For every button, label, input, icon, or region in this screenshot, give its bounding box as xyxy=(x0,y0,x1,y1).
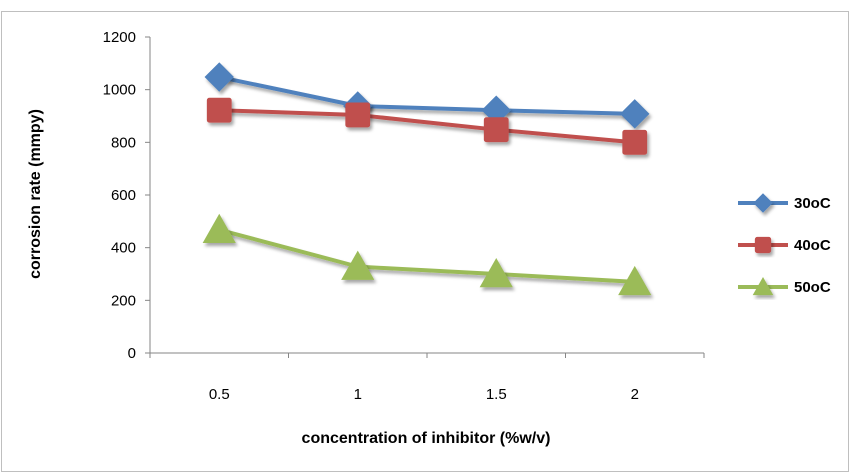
x-tick-label: 1.5 xyxy=(486,386,507,403)
legend-label: 40oC xyxy=(794,237,831,254)
data-point xyxy=(202,213,236,244)
y-tick-label: 400 xyxy=(111,240,136,257)
y-tick-label: 0 xyxy=(128,345,136,362)
y-tick-label: 200 xyxy=(111,292,136,309)
x-axis-title: concentration of inhibitor (%w/v) xyxy=(302,430,551,447)
legend: 30oC 40oC 50oC xyxy=(738,193,831,296)
y-tick-label: 1000 xyxy=(103,82,136,99)
legend-marker xyxy=(754,236,772,254)
legend-marker xyxy=(753,193,773,213)
series-line xyxy=(218,75,635,116)
series-line xyxy=(218,227,635,284)
y-axis-title: corrosion rate (mmpy) xyxy=(27,109,44,279)
x-tick-label: 0.5 xyxy=(209,386,230,403)
series-layer xyxy=(202,62,652,296)
data-point xyxy=(620,99,650,129)
series-2 xyxy=(206,97,648,155)
data-point xyxy=(479,257,513,288)
legend-label: 30oC xyxy=(794,195,831,212)
data-point xyxy=(341,250,375,280)
x-axis: 0.5 1 1.5 2 xyxy=(149,352,705,403)
x-tick-label: 2 xyxy=(631,386,639,403)
y-tick-label: 1200 xyxy=(103,29,136,46)
series-3 xyxy=(202,213,652,296)
y-tick-label: 800 xyxy=(111,134,136,151)
legend-item: 50oC xyxy=(738,276,831,296)
series-line xyxy=(219,108,635,145)
legend-label: 50oC xyxy=(794,279,831,296)
chart-frame xyxy=(1,11,849,472)
data-point xyxy=(618,265,652,296)
y-axis: 0 200 400 600 800 1000 1200 xyxy=(103,29,151,362)
legend-item: 40oC xyxy=(738,236,831,254)
legend-marker xyxy=(752,276,774,296)
series-1 xyxy=(204,62,650,129)
data-point xyxy=(483,117,509,143)
data-point xyxy=(204,62,234,92)
legend-item: 30oC xyxy=(738,193,831,213)
x-tick-label: 1 xyxy=(354,386,362,403)
data-point xyxy=(345,102,371,128)
data-point xyxy=(206,97,232,123)
y-tick-label: 600 xyxy=(111,187,136,204)
data-point xyxy=(622,129,648,155)
